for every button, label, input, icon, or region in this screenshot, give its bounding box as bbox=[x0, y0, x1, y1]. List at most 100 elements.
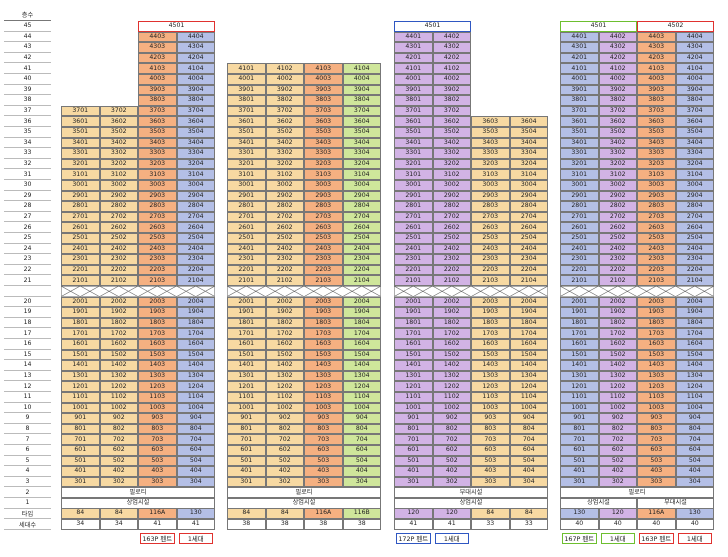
unit-cell: 3902 bbox=[598, 84, 637, 96]
unit-cell: 1503 bbox=[304, 349, 343, 361]
unit-type-cell: 84 bbox=[471, 508, 510, 519]
unit-cell: 3303 bbox=[138, 148, 177, 159]
unit-cell: 3902 bbox=[432, 84, 471, 96]
unit-cell: 2101 bbox=[560, 275, 599, 286]
unit-cell: 401 bbox=[61, 466, 100, 477]
penthouse-unit: 4501 bbox=[560, 21, 637, 32]
unit-cell: 2002 bbox=[598, 296, 637, 308]
unit-cell: 3902 bbox=[265, 84, 304, 96]
unit-cell: 901 bbox=[560, 413, 599, 424]
unit-cell: 3702 bbox=[432, 105, 471, 117]
unit-cell: 4103 bbox=[138, 63, 177, 74]
floor-number: 4 bbox=[4, 466, 51, 477]
unit-cell: 2501 bbox=[61, 233, 100, 244]
unit-type-cell: 120 bbox=[598, 508, 637, 519]
unit-count-cell: 40 bbox=[598, 519, 637, 530]
unit-cell: 1401 bbox=[61, 360, 100, 371]
unit-cell: 3201 bbox=[560, 158, 599, 170]
ground-floor-label: 부대시설 bbox=[394, 487, 548, 498]
unit-cell: 302 bbox=[598, 476, 637, 488]
unit-cell: 4004 bbox=[342, 74, 381, 85]
unit-cell: 3604 bbox=[176, 116, 215, 127]
unit-type-cell: 120 bbox=[432, 508, 471, 519]
unit-cell: 404 bbox=[509, 466, 548, 477]
floor-number: 37 bbox=[4, 106, 51, 117]
unit-cell: 1004 bbox=[176, 402, 215, 414]
unit-cell: 3401 bbox=[560, 137, 599, 149]
unit-cell: 3102 bbox=[265, 169, 304, 180]
unit-cell: 1103 bbox=[471, 392, 510, 403]
unit-cell: 904 bbox=[675, 413, 714, 424]
unit-cell: 1602 bbox=[432, 339, 471, 350]
unit-count-cell: 40 bbox=[560, 519, 599, 530]
unit-type-cell: 130 bbox=[560, 508, 599, 519]
unit-cell: 3504 bbox=[342, 127, 381, 138]
unit-cell: 2404 bbox=[509, 243, 548, 255]
unit-cell: 2601 bbox=[394, 222, 433, 233]
unit-cell: 2302 bbox=[598, 254, 637, 265]
unit-cell: 3403 bbox=[304, 137, 343, 149]
unit-cell: 4401 bbox=[394, 31, 433, 43]
unit-cell: 2201 bbox=[394, 264, 433, 276]
unit-count-cell: 34 bbox=[99, 519, 138, 530]
unit-cell: 1003 bbox=[637, 402, 676, 414]
unit-cell: 303 bbox=[138, 476, 177, 488]
unit-cell: 804 bbox=[342, 423, 381, 435]
unit-cell: 502 bbox=[432, 455, 471, 467]
unit-cell: 504 bbox=[509, 455, 548, 467]
unit-cell: 3101 bbox=[227, 169, 266, 180]
unit-cell: 1701 bbox=[227, 328, 266, 339]
unit-cell: 3802 bbox=[265, 95, 304, 106]
unit-cell: 3503 bbox=[138, 127, 177, 138]
unit-count-cell: 38 bbox=[304, 519, 343, 530]
unit-cell: 3602 bbox=[99, 116, 138, 127]
unit-cell: 2404 bbox=[176, 243, 215, 255]
unit-cell: 302 bbox=[432, 476, 471, 488]
unit-cell: 3704 bbox=[176, 105, 215, 117]
unit-cell: 3801 bbox=[227, 95, 266, 106]
unit-count-cell: 41 bbox=[432, 519, 471, 530]
unit-cell: 1702 bbox=[99, 328, 138, 339]
unit-cell: 2304 bbox=[509, 254, 548, 265]
unit-cell: 1203 bbox=[637, 381, 676, 392]
unit-cell: 503 bbox=[304, 455, 343, 467]
unit-cell: 1701 bbox=[61, 328, 100, 339]
unit-type-cell: 84 bbox=[509, 508, 548, 519]
unit-cell: 2202 bbox=[265, 264, 304, 276]
unit-cell: 2103 bbox=[138, 275, 177, 286]
unit-cell: 2502 bbox=[265, 233, 304, 244]
unit-cell: 1804 bbox=[509, 317, 548, 329]
unit-cell: 3504 bbox=[176, 127, 215, 138]
unit-cell: 1102 bbox=[265, 392, 304, 403]
unit-cell: 1802 bbox=[432, 317, 471, 329]
unit-cell: 2802 bbox=[265, 201, 304, 212]
ground-floor-label: 상업시설 bbox=[227, 498, 381, 509]
unit-cell: 2904 bbox=[675, 190, 714, 202]
unit-cell: 2301 bbox=[560, 254, 599, 265]
unit-cell: 2204 bbox=[342, 264, 381, 276]
unit-cell: 3702 bbox=[265, 105, 304, 117]
unit-cell: 1504 bbox=[176, 349, 215, 361]
unit-cell: 2301 bbox=[227, 254, 266, 265]
unit-cell: 3302 bbox=[265, 148, 304, 159]
unit-type-cell: 116A bbox=[138, 508, 177, 519]
unit-cell: 2801 bbox=[560, 201, 599, 212]
unit-cell: 1403 bbox=[138, 360, 177, 371]
type-row-header: 타입 bbox=[4, 508, 51, 519]
unit-cell: 2903 bbox=[471, 190, 510, 202]
unit-cell: 2803 bbox=[304, 201, 343, 212]
ground-floor-label: 필로티 bbox=[560, 487, 714, 498]
unit-cell: 1904 bbox=[342, 307, 381, 318]
unit-cell: 601 bbox=[61, 445, 100, 456]
unit-cell: 3302 bbox=[432, 148, 471, 159]
unit-cell: 2004 bbox=[509, 296, 548, 308]
unit-cell: 703 bbox=[304, 434, 343, 445]
unit-cell: 1304 bbox=[342, 370, 381, 382]
unit-cell: 3904 bbox=[675, 84, 714, 96]
unit-cell: 1601 bbox=[560, 339, 599, 350]
unit-cell: 3802 bbox=[598, 95, 637, 106]
unit-cell: 1303 bbox=[138, 370, 177, 382]
unit-cell: 1704 bbox=[509, 328, 548, 339]
unit-cell: 1203 bbox=[304, 381, 343, 392]
